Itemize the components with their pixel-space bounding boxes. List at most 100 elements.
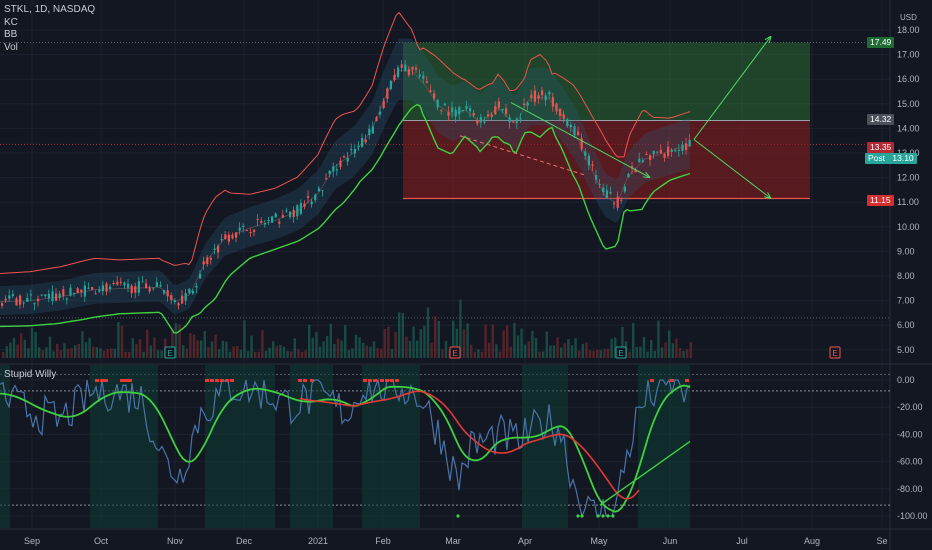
symbol-title[interactable]: STKL, 1D, NASDAQ [4, 4, 96, 15]
candle-body [73, 292, 76, 294]
earnings-marker-box [615, 346, 627, 359]
candle-body [19, 295, 22, 305]
candle-body [357, 145, 360, 148]
candle-body [379, 111, 382, 115]
volume-bar [207, 347, 210, 358]
candle-body [544, 95, 547, 101]
volume-bar [246, 351, 250, 358]
volume-bar [138, 339, 142, 358]
candle-body [263, 223, 266, 225]
volume-bar [452, 320, 455, 358]
volume-bar [16, 344, 19, 358]
candle-body [328, 170, 331, 175]
volume-bar [412, 326, 415, 358]
candle-body [62, 289, 65, 296]
candle-body [652, 150, 655, 155]
candle-body [659, 149, 662, 154]
volume-bar [495, 344, 498, 358]
candle-body [476, 120, 479, 124]
overbought-dot [373, 379, 377, 382]
candle-body [375, 117, 378, 122]
candle-body [26, 297, 29, 302]
candle-body [501, 108, 504, 111]
volume-bar [124, 351, 127, 358]
volume-bar [430, 342, 433, 358]
time-tick-label: Oct [94, 536, 109, 546]
currency-label[interactable]: USD [900, 13, 917, 22]
candle-body [101, 285, 104, 292]
volume-bar [120, 325, 124, 358]
oversold-dot [580, 514, 584, 518]
volume-bar [264, 350, 268, 358]
volume-bar [27, 348, 30, 358]
volume-bar [585, 342, 588, 358]
volume-bar [99, 348, 102, 358]
volume-bar [416, 340, 419, 358]
volume-bar [394, 331, 397, 358]
volume-bar [498, 351, 502, 358]
bb-lower [0, 103, 691, 334]
price-tick-label: 6.00 [897, 320, 915, 330]
time-tick-label: Jun [663, 536, 678, 546]
overbought-dot [670, 379, 674, 382]
candle-body [663, 154, 666, 158]
time-tick-label: Nov [167, 536, 184, 546]
candle-body [623, 186, 626, 192]
candle-body [573, 126, 576, 136]
willy-pane-title[interactable]: Stupid Willy [4, 369, 57, 380]
overbought-dot [368, 379, 372, 382]
candle-body [681, 144, 684, 151]
volume-bar [160, 350, 163, 358]
candle-body [274, 213, 277, 218]
candle-body [605, 190, 608, 198]
volume-bar [423, 325, 426, 358]
drawings[interactable] [459, 35, 772, 199]
time-tick-label: Dec [236, 536, 253, 546]
volume-bar [218, 349, 221, 358]
candle-body [127, 283, 130, 288]
oversold-dot [456, 514, 460, 518]
candle-body [418, 74, 421, 77]
volume-bar [682, 350, 685, 358]
indicator-vol[interactable]: Vol [4, 41, 18, 53]
candle-body [227, 234, 230, 242]
volume-bar [2, 351, 5, 358]
candle-body [220, 239, 223, 241]
candle-body [537, 95, 540, 99]
candle-body [685, 143, 688, 150]
stop-price-tag: 11.15 [867, 195, 894, 206]
stop-arrow [693, 139, 772, 199]
indicator-bb[interactable]: BB [4, 29, 18, 40]
candle-body [479, 117, 482, 123]
candle-body [285, 210, 288, 212]
volume-bar [653, 350, 656, 358]
candle-body [47, 293, 50, 299]
willy-slow-green [599, 440, 691, 506]
candle-body [422, 75, 425, 79]
candle-body [332, 166, 335, 172]
volume-bar [23, 339, 26, 358]
indicator-kc[interactable]: KC [4, 16, 18, 28]
overbought-dot [210, 379, 214, 382]
candle-body [260, 220, 263, 224]
candle-body [163, 289, 166, 294]
candle-body [627, 174, 630, 178]
earnings-marker-box [164, 346, 176, 359]
overbought-dot [685, 379, 689, 382]
volume-bar [642, 336, 646, 358]
volume-bar [664, 342, 667, 358]
volume-bar [534, 337, 538, 358]
volume-bar [12, 337, 16, 358]
candle-body [299, 203, 302, 214]
volume-bar [189, 333, 192, 358]
volume-bar [232, 346, 235, 358]
volume-bar [383, 328, 386, 358]
volume-bar [354, 334, 358, 358]
volume-bar [63, 343, 66, 358]
candle-body [483, 121, 486, 123]
candle-body [551, 97, 554, 107]
volume-bar [614, 337, 617, 358]
volume-bar [156, 350, 160, 358]
bb-upper [0, 11, 691, 275]
